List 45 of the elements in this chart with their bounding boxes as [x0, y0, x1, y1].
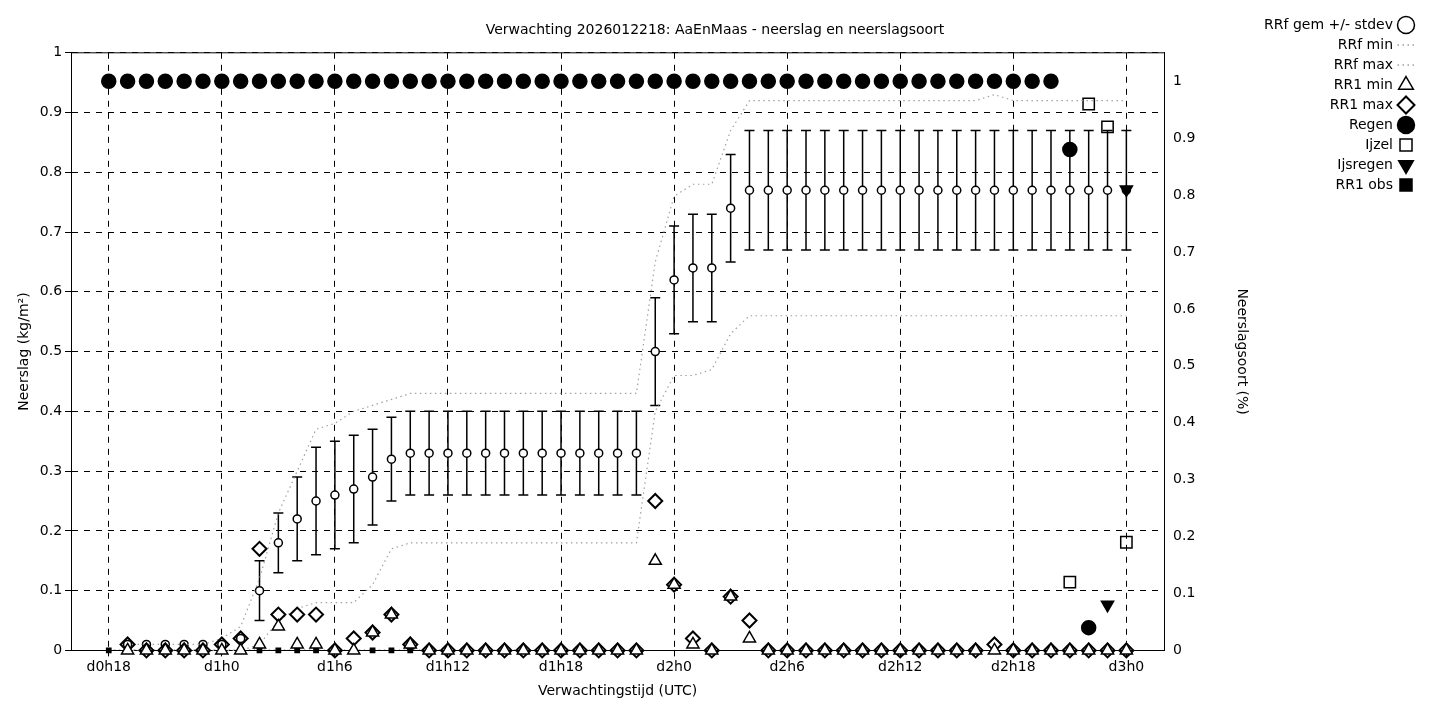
- y-tick-label: 1: [53, 43, 63, 60]
- x-tick-label: d1h6: [317, 658, 353, 675]
- legend-label: Ijsregen: [1337, 155, 1393, 172]
- y-tick-label: 0.6: [39, 282, 63, 299]
- y2-tick-label: 0.3: [1173, 470, 1196, 487]
- y2-tick-label: 0: [1173, 641, 1182, 658]
- chart-title: Verwachting 2026012218: AaEnMaas - neerslag en neerslagsoort: [485, 21, 945, 38]
- y-axis-title: Neerslag (kg/m²): [15, 292, 32, 411]
- y2-tick-label: 1: [1173, 71, 1182, 88]
- y-tick-label: 0.5: [39, 342, 63, 359]
- x-axis-title: Verwachtingstijd (UTC): [537, 682, 698, 699]
- y2-tick-label: 0.6: [1173, 299, 1196, 316]
- legend-label: RRf max: [1333, 55, 1393, 72]
- legend-label: RR1 max: [1329, 95, 1393, 112]
- legend-label: RRf gem +/- stdev: [1264, 15, 1393, 32]
- y-tick-label: 0.7: [39, 222, 63, 239]
- x-tick-label: d1h12: [425, 658, 471, 675]
- y-tick-label: 0.3: [39, 461, 63, 478]
- legend-label: Regen: [1348, 115, 1393, 132]
- y2-tick-label: 0.5: [1173, 356, 1196, 373]
- x-tick-label: d1h0: [204, 658, 240, 675]
- y2-tick-label: 0.4: [1173, 413, 1196, 430]
- x-tick-label: d1h18: [538, 658, 584, 675]
- legend-label: RR1 min: [1333, 75, 1393, 92]
- y2-axis-title: Neerslagsoort (%): [1235, 288, 1252, 415]
- y-tick-label: 0.2: [39, 521, 63, 538]
- x-tick-label: d3h0: [1108, 658, 1145, 675]
- y2-tick-label: 0.9: [1173, 128, 1196, 145]
- y2-tick-label: 0.7: [1173, 242, 1196, 259]
- y2-tick-label: 0.1: [1173, 584, 1196, 601]
- x-tick-label: d2h6: [769, 658, 806, 675]
- y-tick-label: 0.8: [39, 162, 63, 179]
- y-tick-label: 0.1: [39, 581, 63, 598]
- legend-label: RRf min: [1337, 35, 1393, 52]
- y2-tick-label: 0.2: [1173, 527, 1196, 544]
- y-tick-label: 0.9: [39, 103, 63, 120]
- x-tick-label: d2h0: [656, 658, 692, 675]
- y2-tick-label: 0.8: [1173, 185, 1196, 202]
- y-tick-label: 0.4: [39, 402, 63, 418]
- x-tick-label: d2h18: [991, 658, 1036, 675]
- y-tick-label: 0: [53, 641, 63, 658]
- x-tick-label: d0h18: [86, 658, 131, 675]
- legend-label: Ijzel: [1365, 135, 1393, 152]
- legend-label: RR1 obs: [1335, 175, 1393, 192]
- x-tick-label: d2h12: [877, 658, 923, 675]
